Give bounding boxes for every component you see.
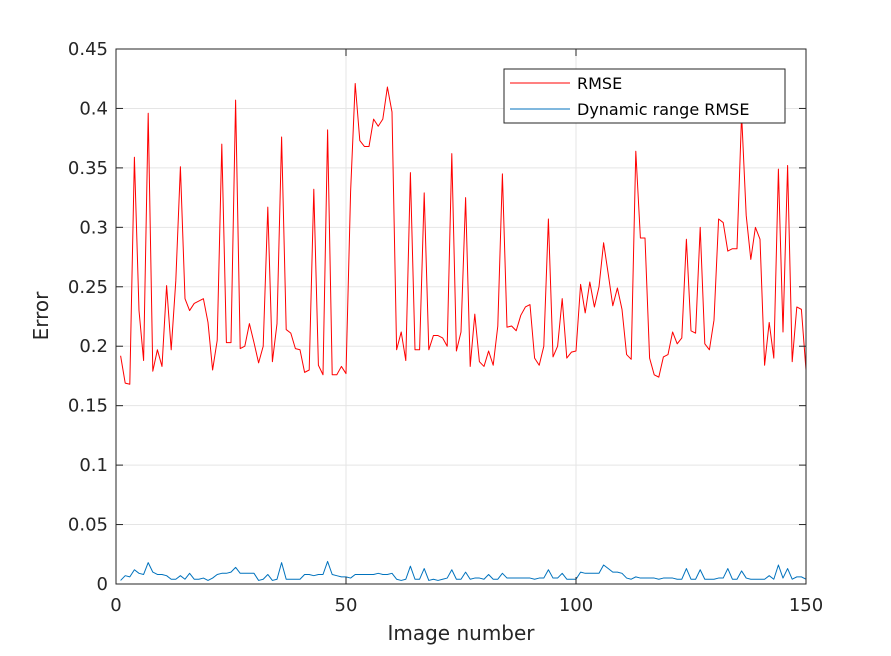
ticks bbox=[115, 48, 807, 585]
y-tick-label: 0.45 bbox=[68, 39, 108, 60]
y-tick-label: 0 bbox=[97, 574, 108, 595]
x-tick-label: 150 bbox=[789, 595, 823, 616]
legend-label-rmse: RMSE bbox=[577, 74, 622, 93]
y-tick-label: 0.05 bbox=[68, 515, 108, 536]
tick-labels: 0 50 100 150 0 0.05 0.1 0.15 0.2 0.25 0.3 0.35 0.4 0.… bbox=[68, 39, 823, 616]
y-tick-label: 0.25 bbox=[68, 277, 108, 298]
y-axis-label: Error bbox=[29, 291, 53, 341]
legend: RMSE Dynamic range RMSE bbox=[503, 68, 786, 124]
y-tick-label: 0.1 bbox=[79, 455, 108, 476]
series-line-dynamic-range-rmse bbox=[120, 560, 807, 581]
axes-box bbox=[115, 48, 807, 585]
series-line-rmse bbox=[120, 82, 807, 385]
y-tick-label: 0.15 bbox=[68, 396, 108, 417]
x-tick-label: 0 bbox=[110, 595, 121, 616]
legend-box bbox=[503, 68, 786, 124]
y-tick-label: 0.35 bbox=[68, 158, 108, 179]
y-tick-label: 0.3 bbox=[79, 217, 108, 238]
y-tick-label: 0.4 bbox=[79, 98, 108, 119]
legend-label-dynamic-range-rmse: Dynamic range RMSE bbox=[577, 100, 749, 119]
series-group bbox=[120, 82, 807, 581]
x-tick-label: 100 bbox=[559, 595, 593, 616]
x-axis-label: Image number bbox=[387, 621, 535, 645]
plot-area bbox=[116, 49, 806, 584]
x-tick-label: 50 bbox=[335, 595, 358, 616]
y-tick-label: 0.2 bbox=[79, 336, 108, 357]
